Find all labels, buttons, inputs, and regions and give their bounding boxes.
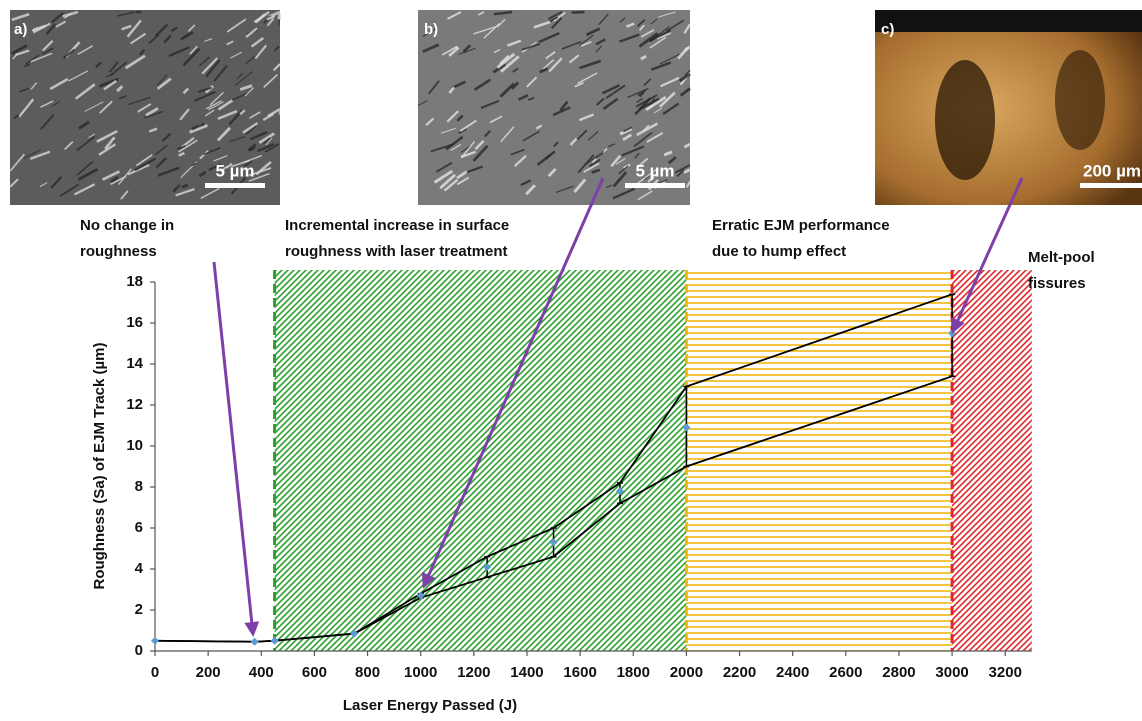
- x-tick-label: 600: [302, 664, 327, 681]
- annotation: No change in: [80, 217, 174, 234]
- x-tick-label: 2800: [882, 664, 915, 681]
- scale-bar: [205, 183, 265, 188]
- dark-region: [935, 60, 995, 180]
- x-tick-label: 1000: [404, 664, 437, 681]
- plot: 0 2 4 6 8 10 12 14 16 18 0 200 400 600 800 1000 1200 1400…: [126, 270, 1031, 681]
- annotation: roughness: [80, 243, 157, 260]
- dark-region: [1055, 50, 1105, 150]
- micrograph-c-edge: [875, 10, 1142, 32]
- x-tick-label: 800: [355, 664, 380, 681]
- x-tick-label: 3200: [989, 664, 1022, 681]
- arrow: [214, 262, 253, 634]
- texture-stroke: [279, 14, 280, 19]
- annotation: due to hump effect: [712, 243, 846, 260]
- annotation: roughness with laser treatment: [285, 243, 508, 260]
- region: [952, 270, 1032, 651]
- y-tick-label: 6: [135, 519, 143, 536]
- scale-bar: [625, 183, 685, 188]
- region: [686, 270, 952, 651]
- x-tick-label: 1200: [457, 664, 490, 681]
- annotation: Erratic EJM performance: [712, 217, 890, 234]
- y-tick-label: 10: [126, 437, 143, 454]
- image-label: b): [424, 21, 438, 38]
- y-tick-label: 12: [126, 396, 143, 413]
- scale-label: 5 µm: [635, 161, 674, 180]
- image-label: c): [881, 21, 894, 38]
- scale-label: 200 µm: [1083, 161, 1141, 180]
- x-tick-label: 400: [249, 664, 274, 681]
- x-tick-label: 2600: [829, 664, 862, 681]
- data-point: [251, 638, 259, 646]
- scale-bar: [1080, 183, 1142, 188]
- image-label: a): [14, 21, 27, 38]
- y-tick-label: 4: [135, 560, 144, 577]
- y-tick-label: 18: [126, 273, 143, 290]
- x-tick-label: 2000: [670, 664, 703, 681]
- y-tick-label: 8: [135, 478, 143, 495]
- x-tick-label: 200: [196, 664, 221, 681]
- micrographs: [10, 10, 1142, 205]
- y-axis-title: Roughness (Sa) of EJM Track (µm): [91, 342, 108, 589]
- x-tick-label: 2400: [776, 664, 809, 681]
- texture-stroke: [572, 12, 585, 13]
- x-tick-label: 1400: [510, 664, 543, 681]
- data-point: [151, 637, 159, 645]
- x-tick-label: 1800: [617, 664, 650, 681]
- y-tick-label: 16: [126, 314, 143, 331]
- x-tick-label: 0: [151, 664, 159, 681]
- y-tick-label: 0: [135, 642, 143, 659]
- scale-label: 5 µm: [215, 161, 254, 180]
- y-tick-label: 14: [126, 355, 143, 372]
- y-tick-label: 2: [135, 601, 143, 618]
- x-tick-label: 3000: [935, 664, 968, 681]
- annotation: Melt-pool: [1028, 249, 1095, 266]
- x-tick-label: 1600: [563, 664, 596, 681]
- figure: a) 5 µm b) 5 µm c) 200 µm 0 2 4 6 8 10 12 14 16 1…: [0, 0, 1142, 721]
- annotation: Incremental increase in surface: [285, 217, 509, 234]
- x-tick-label: 2200: [723, 664, 756, 681]
- annotation: fissures: [1028, 275, 1086, 292]
- x-axis-title: Laser Energy Passed (J): [343, 697, 517, 714]
